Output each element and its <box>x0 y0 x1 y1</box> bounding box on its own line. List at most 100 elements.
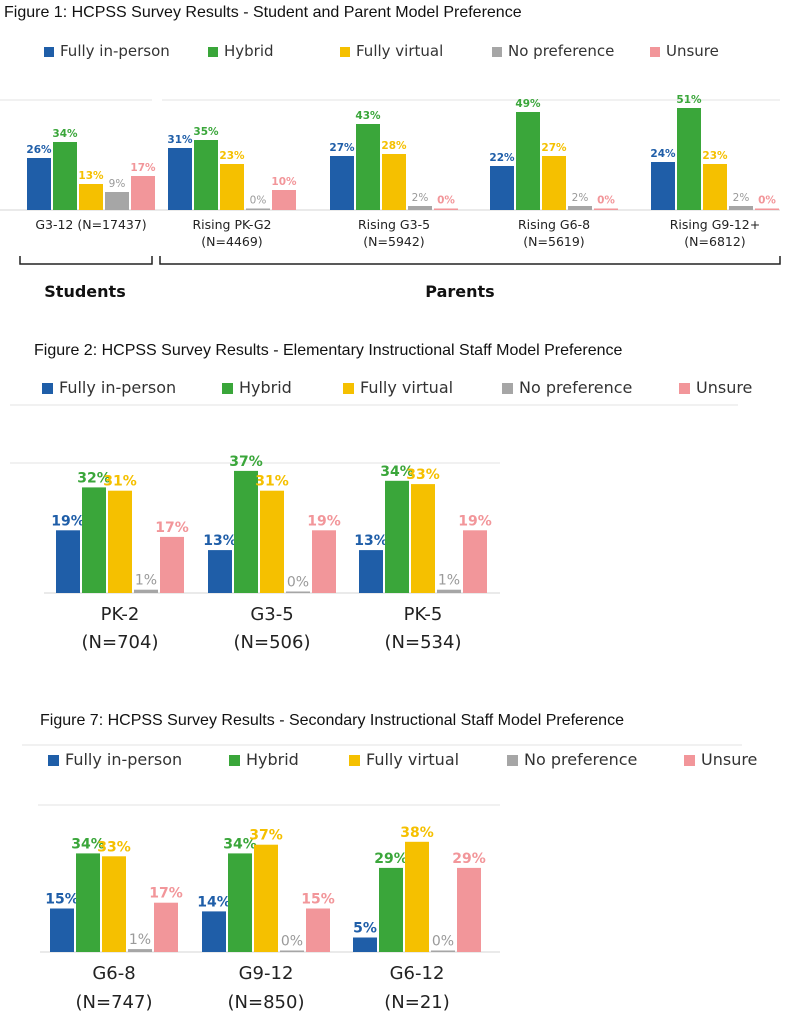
legend-label-hybrid: Hybrid <box>224 42 274 60</box>
data-label-fully-virtual-g6-8-n-747: 33% <box>97 839 131 855</box>
bar-group-rising-g6-8-n-5619: 22% 49% 27% 2% 0% <box>489 98 618 210</box>
bar-fully-virtual-pk-5-n-534 <box>411 484 435 593</box>
data-label-hybrid-rising-g9-12-n-6812: 51% <box>676 94 702 106</box>
legend-label-no-preference: No preference <box>519 378 632 397</box>
data-label-fully-in-person-rising-g9-12-n-6812: 24% <box>650 148 676 160</box>
data-label-no-preference-rising-g3-5-n-5942: 2% <box>412 192 429 204</box>
bar-group-pk-5-n-534: 13% 34%33% 1% 19% <box>354 464 492 593</box>
data-label-hybrid-g6-12-n-21: 29% <box>374 851 408 867</box>
category-label-rising-g6-8-n-5619: Rising G6-8 <box>518 217 590 232</box>
legend-swatch-hybrid <box>229 755 240 766</box>
data-label-fully-in-person-rising-g6-8-n-5619: 22% <box>489 152 515 164</box>
bar-fully-virtual-pk-2-n-704 <box>108 490 132 593</box>
category-label-g6-12-n-21-n: (N=21) <box>384 992 450 1013</box>
bar-fully-in-person-rising-g6-8-n-5619 <box>490 166 514 210</box>
legend-label-fully-virtual: Fully virtual <box>360 378 453 397</box>
data-label-no-preference-g6-8-n-747: 1% <box>129 932 151 948</box>
legend-item-no-preference: No preference <box>502 378 632 397</box>
bar-fully-in-person-rising-g9-12-n-6812 <box>651 162 675 210</box>
legend-item-fully-in-person: Fully in-person <box>44 42 170 60</box>
bar-fully-virtual-g3-5-n-506 <box>260 490 284 593</box>
bar-fully-virtual-rising-g9-12-n-6812 <box>703 164 727 210</box>
data-label-unsure-g6-12-n-21: 29% <box>452 851 486 867</box>
legend-item-fully-in-person: Fully in-person <box>42 378 176 397</box>
data-label-fully-in-person-rising-pk-g2-n-4469: 31% <box>167 134 193 146</box>
figure-7: Figure 7: HCPSS Survey Results - Seconda… <box>0 700 800 1024</box>
category-label-rising-pk-g2-n-4469-n: (N=4469) <box>201 234 262 249</box>
data-label-fully-virtual-g3-5-n-506: 31% <box>255 474 289 490</box>
data-label-fully-virtual-g3-12-n-17437: 13% <box>78 170 104 182</box>
data-label-unsure-rising-g3-5-n-5942: 0% <box>437 195 455 207</box>
category-label-g9-12-n-850-n: (N=850) <box>228 992 305 1013</box>
bar-fully-virtual-g6-12-n-21 <box>405 841 429 952</box>
bar-hybrid-rising-g9-12-n-6812 <box>677 108 701 210</box>
bar-fully-in-person-pk-5-n-534 <box>359 550 383 593</box>
data-label-no-preference-rising-g6-8-n-5619: 2% <box>572 192 589 204</box>
data-label-fully-in-person-rising-g3-5-n-5942: 27% <box>329 142 355 154</box>
bar-no-preference-g9-12-n-850 <box>280 950 304 952</box>
category-label-rising-g9-12-n-6812-n: (N=6812) <box>684 234 745 249</box>
bracket-parents <box>159 256 781 265</box>
legend-swatch-fully-in-person <box>48 755 59 766</box>
legend-label-no-preference: No preference <box>508 42 614 60</box>
bar-unsure-g6-8-n-747 <box>154 902 178 952</box>
data-label-unsure-rising-pk-g2-n-4469: 10% <box>271 176 297 188</box>
bar-unsure-rising-g9-12-n-6812 <box>755 208 779 210</box>
bar-no-preference-g6-8-n-747 <box>128 949 152 952</box>
bar-unsure-g3-12-n-17437 <box>131 176 155 210</box>
figure-2: Figure 2: HCPSS Survey Results - Element… <box>0 330 800 700</box>
category-label-g9-12-n-850: G9-12 <box>239 963 294 984</box>
data-label-no-preference-g6-12-n-21: 0% <box>432 934 454 950</box>
bar-hybrid-g6-8-n-747 <box>76 853 100 952</box>
bar-group-rising-g3-5-n-5942: 27% 43% 28% 2% 0% <box>329 110 458 210</box>
bar-fully-in-person-g9-12-n-850 <box>202 911 226 952</box>
data-label-fully-virtual-rising-g9-12-n-6812: 23% <box>702 150 728 162</box>
data-label-hybrid-rising-g6-8-n-5619: 49% <box>515 98 541 110</box>
category-label-g3-5-n-506-n: (N=506) <box>234 632 311 653</box>
legend-swatch-unsure <box>684 755 695 766</box>
bar-no-preference-g3-5-n-506 <box>286 591 310 593</box>
bar-fully-virtual-g3-12-n-17437 <box>79 184 103 210</box>
category-label-rising-g6-8-n-5619-n: (N=5619) <box>523 234 584 249</box>
bar-fully-virtual-g9-12-n-850 <box>254 844 278 952</box>
category-label-g6-8-n-747: G6-8 <box>92 963 135 984</box>
bar-fully-in-person-g3-5-n-506 <box>208 550 232 593</box>
data-label-unsure-pk-2-n-704: 17% <box>155 520 189 536</box>
category-label-pk-5-n-534: PK-5 <box>404 604 443 625</box>
bar-unsure-g3-5-n-506 <box>312 530 336 593</box>
data-label-no-preference-rising-g9-12-n-6812: 2% <box>733 192 750 204</box>
data-label-hybrid-rising-pk-g2-n-4469: 35% <box>193 126 219 138</box>
category-label-rising-g9-12-n-6812: Rising G9-12+ <box>670 217 761 232</box>
data-label-fully-in-person-pk-2-n-704: 19% <box>51 513 85 529</box>
legend-label-hybrid: Hybrid <box>239 378 292 397</box>
bar-fully-in-person-g3-12-n-17437 <box>27 158 51 210</box>
legend-item-fully-virtual: Fully virtual <box>340 42 443 60</box>
category-label-g6-8-n-747-n: (N=747) <box>76 992 153 1013</box>
legend-swatch-unsure <box>650 47 660 57</box>
figure-1-chart: Fully in-person Hybrid Fully virtual No pre… <box>0 42 781 301</box>
category-label-rising-pk-g2-n-4469: Rising PK-G2 <box>192 217 271 232</box>
legend-swatch-fully-in-person <box>42 383 53 394</box>
legend-label-fully-virtual: Fully virtual <box>356 42 443 60</box>
legend-label-no-preference: No preference <box>524 750 637 769</box>
bar-fully-virtual-rising-pk-g2-n-4469 <box>220 164 244 210</box>
legend-swatch-unsure <box>679 383 690 394</box>
bar-hybrid-g6-12-n-21 <box>379 867 403 952</box>
category-label-g6-12-n-21: G6-12 <box>390 963 445 984</box>
data-label-fully-virtual-g6-12-n-21: 38% <box>400 825 434 841</box>
data-label-fully-in-person-g6-12-n-21: 5% <box>353 921 377 937</box>
bar-fully-in-person-g6-8-n-747 <box>50 908 74 952</box>
legend-item-unsure: Unsure <box>650 42 719 60</box>
data-label-fully-in-person-pk-5-n-534: 13% <box>354 533 388 549</box>
category-label-g3-12-n-17437: G3-12 (N=17437) <box>35 217 146 232</box>
bar-unsure-rising-pk-g2-n-4469 <box>272 190 296 210</box>
data-label-hybrid-g9-12-n-850: 34% <box>223 836 257 852</box>
legend-item-unsure: Unsure <box>684 750 757 769</box>
legend-item-no-preference: No preference <box>492 42 614 60</box>
data-label-no-preference-pk-5-n-534: 1% <box>438 573 460 589</box>
data-label-unsure-g6-8-n-747: 17% <box>149 886 183 902</box>
data-label-no-preference-g9-12-n-850: 0% <box>281 934 303 950</box>
bar-unsure-rising-g6-8-n-5619 <box>594 208 618 210</box>
legend-swatch-fully-virtual <box>343 383 354 394</box>
bar-fully-in-person-g6-12-n-21 <box>353 937 377 952</box>
